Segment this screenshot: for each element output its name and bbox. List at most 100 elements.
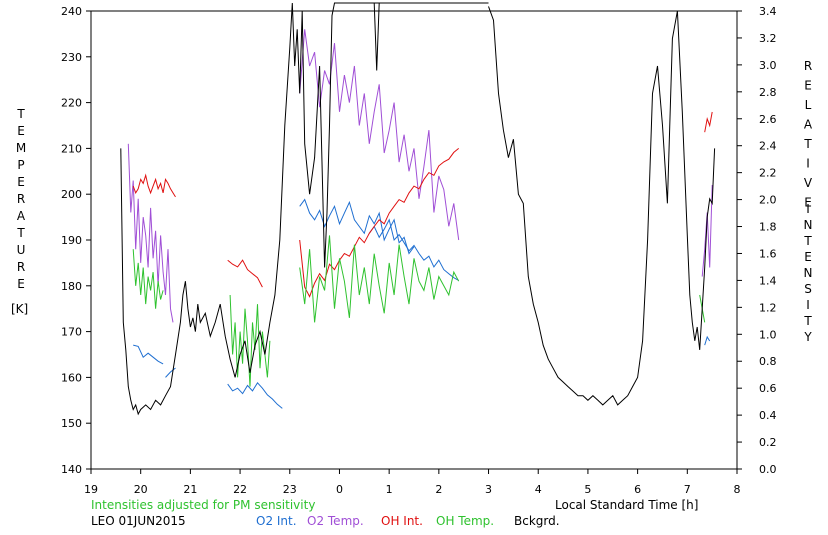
series-line-oh-temp <box>229 294 271 387</box>
right-label-letter: S <box>804 282 812 296</box>
series-line-o2-int <box>227 381 283 409</box>
right-label-letter: I <box>806 298 810 312</box>
left-tick-label: 150 <box>61 417 82 430</box>
right-label-letter: E <box>804 79 812 93</box>
y-label-letter: R <box>17 192 25 206</box>
right-tick-label: 2.4 <box>759 140 777 153</box>
left-tick-label: 200 <box>61 188 82 201</box>
y-unit-label: [K] <box>11 302 28 316</box>
series-line-o2-int <box>165 367 176 378</box>
right-label-letter: T <box>803 234 812 248</box>
x-tick-label: 7 <box>684 483 691 496</box>
series-line-o2-int <box>368 218 459 281</box>
right-label-letter: A <box>804 118 813 132</box>
right-label-letter: T <box>803 137 812 151</box>
series-line-oh-int <box>227 259 263 288</box>
series-line-o2-temp <box>701 184 713 277</box>
plot-frame <box>90 10 738 470</box>
series-line-o2-int <box>704 335 711 346</box>
right-tick-label: 0.0 <box>759 463 777 476</box>
y-label-letter: E <box>17 277 25 291</box>
right-tick-label: 1.4 <box>759 274 777 287</box>
right-tick-label: 2.6 <box>759 113 777 126</box>
x-axis-label: Local Standard Time [h] <box>555 498 698 512</box>
x-tick-label: 0 <box>336 483 343 496</box>
x-tick-label: 8 <box>734 483 741 496</box>
y-label-letter: T <box>16 226 25 240</box>
series-line-o2-temp <box>127 143 174 323</box>
series-line-oh-int <box>704 111 713 133</box>
y-label-letter: P <box>17 158 24 172</box>
left-tick-label: 220 <box>61 97 82 110</box>
right-tick-label: 3.2 <box>759 32 777 45</box>
right-label-letter: L <box>805 98 812 112</box>
left-tick-label: 190 <box>61 234 82 247</box>
x-tick-label: 4 <box>535 483 542 496</box>
right-tick-label: 1.2 <box>759 301 777 314</box>
right-tick-label: 2.8 <box>759 86 777 99</box>
legend-entry: OH Int. <box>381 514 423 528</box>
left-tick-label: 210 <box>61 142 82 155</box>
series-line-bckgrd <box>373 2 380 71</box>
x-tick-label: 2 <box>435 483 442 496</box>
y-label-letter: E <box>17 124 25 138</box>
legend-entry: O2 Int. <box>256 514 297 528</box>
station-date-text: LEO 01JUN2015 <box>91 514 186 528</box>
y-label-letter: T <box>16 107 25 121</box>
left-tick-label: 180 <box>61 280 82 293</box>
x-tick-label: 23 <box>283 483 297 496</box>
y-label-letter: M <box>16 141 26 155</box>
y-label-letter: E <box>17 175 25 189</box>
note-text: Intensities adjusted for PM sensitivity <box>91 498 315 512</box>
x-tick-label: 21 <box>183 483 197 496</box>
left-tick-label: 240 <box>61 5 82 18</box>
right-tick-label: 1.6 <box>759 247 777 260</box>
y-label-letter: R <box>17 260 25 274</box>
right-label-letter: Y <box>803 330 812 344</box>
right-label-letter: N <box>804 266 813 280</box>
right-label-letter: R <box>804 59 812 73</box>
series-line-o2-temp <box>299 29 460 241</box>
x-tick-label: 22 <box>233 483 247 496</box>
right-tick-label: 0.6 <box>759 382 777 395</box>
right-label-letter: V <box>804 176 813 190</box>
series-line-oh-temp <box>132 249 164 309</box>
right-label-letter: E <box>804 250 812 264</box>
right-label-letter: E <box>804 196 812 210</box>
left-tick-label: 140 <box>61 463 82 476</box>
series-line-bckgrd <box>488 6 716 406</box>
right-tick-label: 1.8 <box>759 221 777 234</box>
right-tick-label: 0.4 <box>759 409 777 422</box>
series-line-oh-temp <box>299 235 460 323</box>
right-label-letter: I <box>806 157 810 171</box>
legend-entry: OH Temp. <box>436 514 494 528</box>
series-line-oh-int <box>132 173 176 198</box>
left-tick-label: 160 <box>61 371 82 384</box>
right-tick-label: 2.2 <box>759 167 777 180</box>
right-tick-label: 2.0 <box>759 194 777 207</box>
right-label-letter: N <box>804 218 813 232</box>
legend-entry: Bckgrd. <box>514 514 560 528</box>
legend-entry: O2 Temp. <box>307 514 364 528</box>
x-tick-label: 6 <box>634 483 641 496</box>
x-tick-label: 1 <box>386 483 393 496</box>
series-layer <box>120 2 716 416</box>
series-line-bckgrd <box>120 2 489 416</box>
y-label-letter: U <box>17 243 26 257</box>
left-tick-label: 170 <box>61 326 82 339</box>
axes-layer: 1401501601701801902002102202302400.00.20… <box>61 5 777 496</box>
x-tick-label: 5 <box>584 483 591 496</box>
series-line-o2-int <box>299 198 415 255</box>
right-tick-label: 0.2 <box>759 436 777 449</box>
right-tick-label: 3.4 <box>759 5 777 18</box>
y-label-letter: A <box>17 209 26 223</box>
right-tick-label: 1.0 <box>759 328 777 341</box>
x-tick-label: 19 <box>84 483 98 496</box>
series-line-o2-int <box>133 344 164 365</box>
x-tick-label: 3 <box>485 483 492 496</box>
right-tick-label: 0.8 <box>759 355 777 368</box>
right-label-letter: I <box>806 202 810 216</box>
right-tick-label: 3.0 <box>759 59 777 72</box>
